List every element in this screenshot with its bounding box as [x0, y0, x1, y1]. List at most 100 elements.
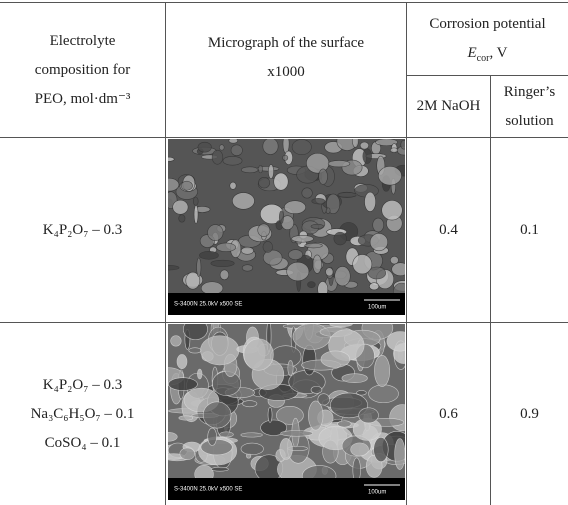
texture — [199, 251, 218, 259]
value: 0.1 — [520, 216, 539, 245]
texture — [258, 165, 262, 173]
texture — [198, 142, 212, 152]
texture — [373, 218, 384, 232]
texture — [181, 181, 192, 190]
texture — [189, 348, 202, 353]
texture — [201, 439, 232, 455]
header-line: Ringer’s — [504, 78, 555, 107]
texture — [353, 254, 372, 274]
texture — [223, 156, 242, 165]
texture — [231, 145, 242, 156]
texture — [390, 148, 398, 153]
texture — [328, 160, 350, 167]
scale-label: 100um — [368, 305, 386, 311]
texture — [232, 193, 254, 210]
texture — [382, 200, 403, 220]
texture — [305, 243, 323, 248]
texture — [241, 167, 258, 173]
texture — [211, 467, 228, 471]
header-line: PEO, mol·dm⁻³ — [35, 85, 131, 114]
ringer-cell: 0.9 — [491, 323, 568, 505]
composition-line: K₄P₂O₇ – 0.3 — [43, 371, 122, 400]
texture — [302, 188, 313, 198]
texture — [313, 255, 322, 273]
texture — [168, 378, 197, 391]
texture — [241, 433, 263, 437]
texture — [179, 416, 193, 420]
value: 0.9 — [520, 400, 539, 429]
ringer-cell: 0.1 — [491, 138, 568, 322]
header-corrosion: Corrosion potential Ecor, V — [407, 3, 568, 75]
texture — [168, 265, 179, 270]
header-line: Corrosion potential — [429, 10, 545, 39]
texture — [258, 224, 270, 237]
texture — [359, 408, 379, 423]
texture — [216, 243, 235, 252]
texture — [212, 150, 223, 164]
texture — [395, 439, 405, 470]
texture — [171, 336, 182, 347]
texture — [220, 270, 229, 280]
texture — [242, 401, 256, 407]
header-line: 2M NaOH — [417, 92, 481, 121]
texture — [287, 262, 309, 281]
header-line: composition for — [35, 56, 130, 85]
naoh-cell: 0.6 — [407, 323, 490, 505]
symbol: E — [467, 45, 476, 61]
texture — [338, 192, 356, 197]
texture — [369, 283, 379, 290]
texture — [197, 258, 201, 277]
scale-label: 100um — [368, 490, 386, 496]
header-line: Micrograph of the surface — [208, 29, 364, 58]
naoh-cell: 0.4 — [407, 138, 490, 322]
texture — [201, 282, 223, 295]
texture — [268, 164, 273, 178]
texture — [193, 197, 198, 205]
value: 0.6 — [439, 400, 458, 429]
texture — [220, 432, 234, 437]
texture — [326, 208, 330, 214]
value: 0.4 — [439, 216, 458, 245]
texture — [288, 250, 302, 260]
texture — [268, 407, 272, 422]
texture — [284, 201, 305, 214]
composition-line: CoSO₄ – 0.1 — [45, 429, 121, 458]
texture — [292, 235, 314, 242]
texture — [292, 139, 311, 154]
texture — [208, 225, 224, 241]
texture — [321, 351, 350, 367]
micrograph: S-3400N 25.0kV x500 SE 100um — [168, 139, 405, 315]
texture — [179, 215, 185, 223]
caption: S-3400N 25.0kV x500 SE — [174, 302, 242, 308]
texture — [177, 354, 187, 368]
header-line: Ecor, V — [467, 39, 507, 68]
unit: , V — [489, 45, 507, 61]
texture — [319, 169, 328, 184]
texture — [334, 232, 347, 245]
subscript: cor — [477, 53, 490, 64]
texture — [338, 421, 352, 427]
texture — [312, 198, 325, 204]
texture — [374, 355, 389, 386]
texture — [180, 448, 195, 460]
micrograph: S-3400N 25.0kV x500 SE 100um — [168, 324, 405, 500]
texture — [363, 149, 372, 164]
texture — [263, 139, 278, 155]
texture — [326, 268, 334, 276]
texture — [201, 336, 239, 365]
caption: S-3400N 25.0kV x500 SE — [174, 487, 242, 493]
texture — [241, 443, 264, 455]
texture — [274, 173, 288, 190]
texture — [244, 339, 273, 370]
texture — [401, 140, 405, 149]
texture — [351, 443, 369, 456]
texture — [219, 145, 224, 150]
header-line: solution — [505, 107, 553, 136]
texture — [311, 224, 324, 228]
texture — [365, 192, 376, 212]
texture — [370, 233, 388, 250]
texture — [283, 155, 288, 160]
header-micrograph: Micrograph of the surface x1000 — [166, 3, 406, 113]
texture — [173, 200, 188, 214]
texture — [360, 142, 369, 149]
